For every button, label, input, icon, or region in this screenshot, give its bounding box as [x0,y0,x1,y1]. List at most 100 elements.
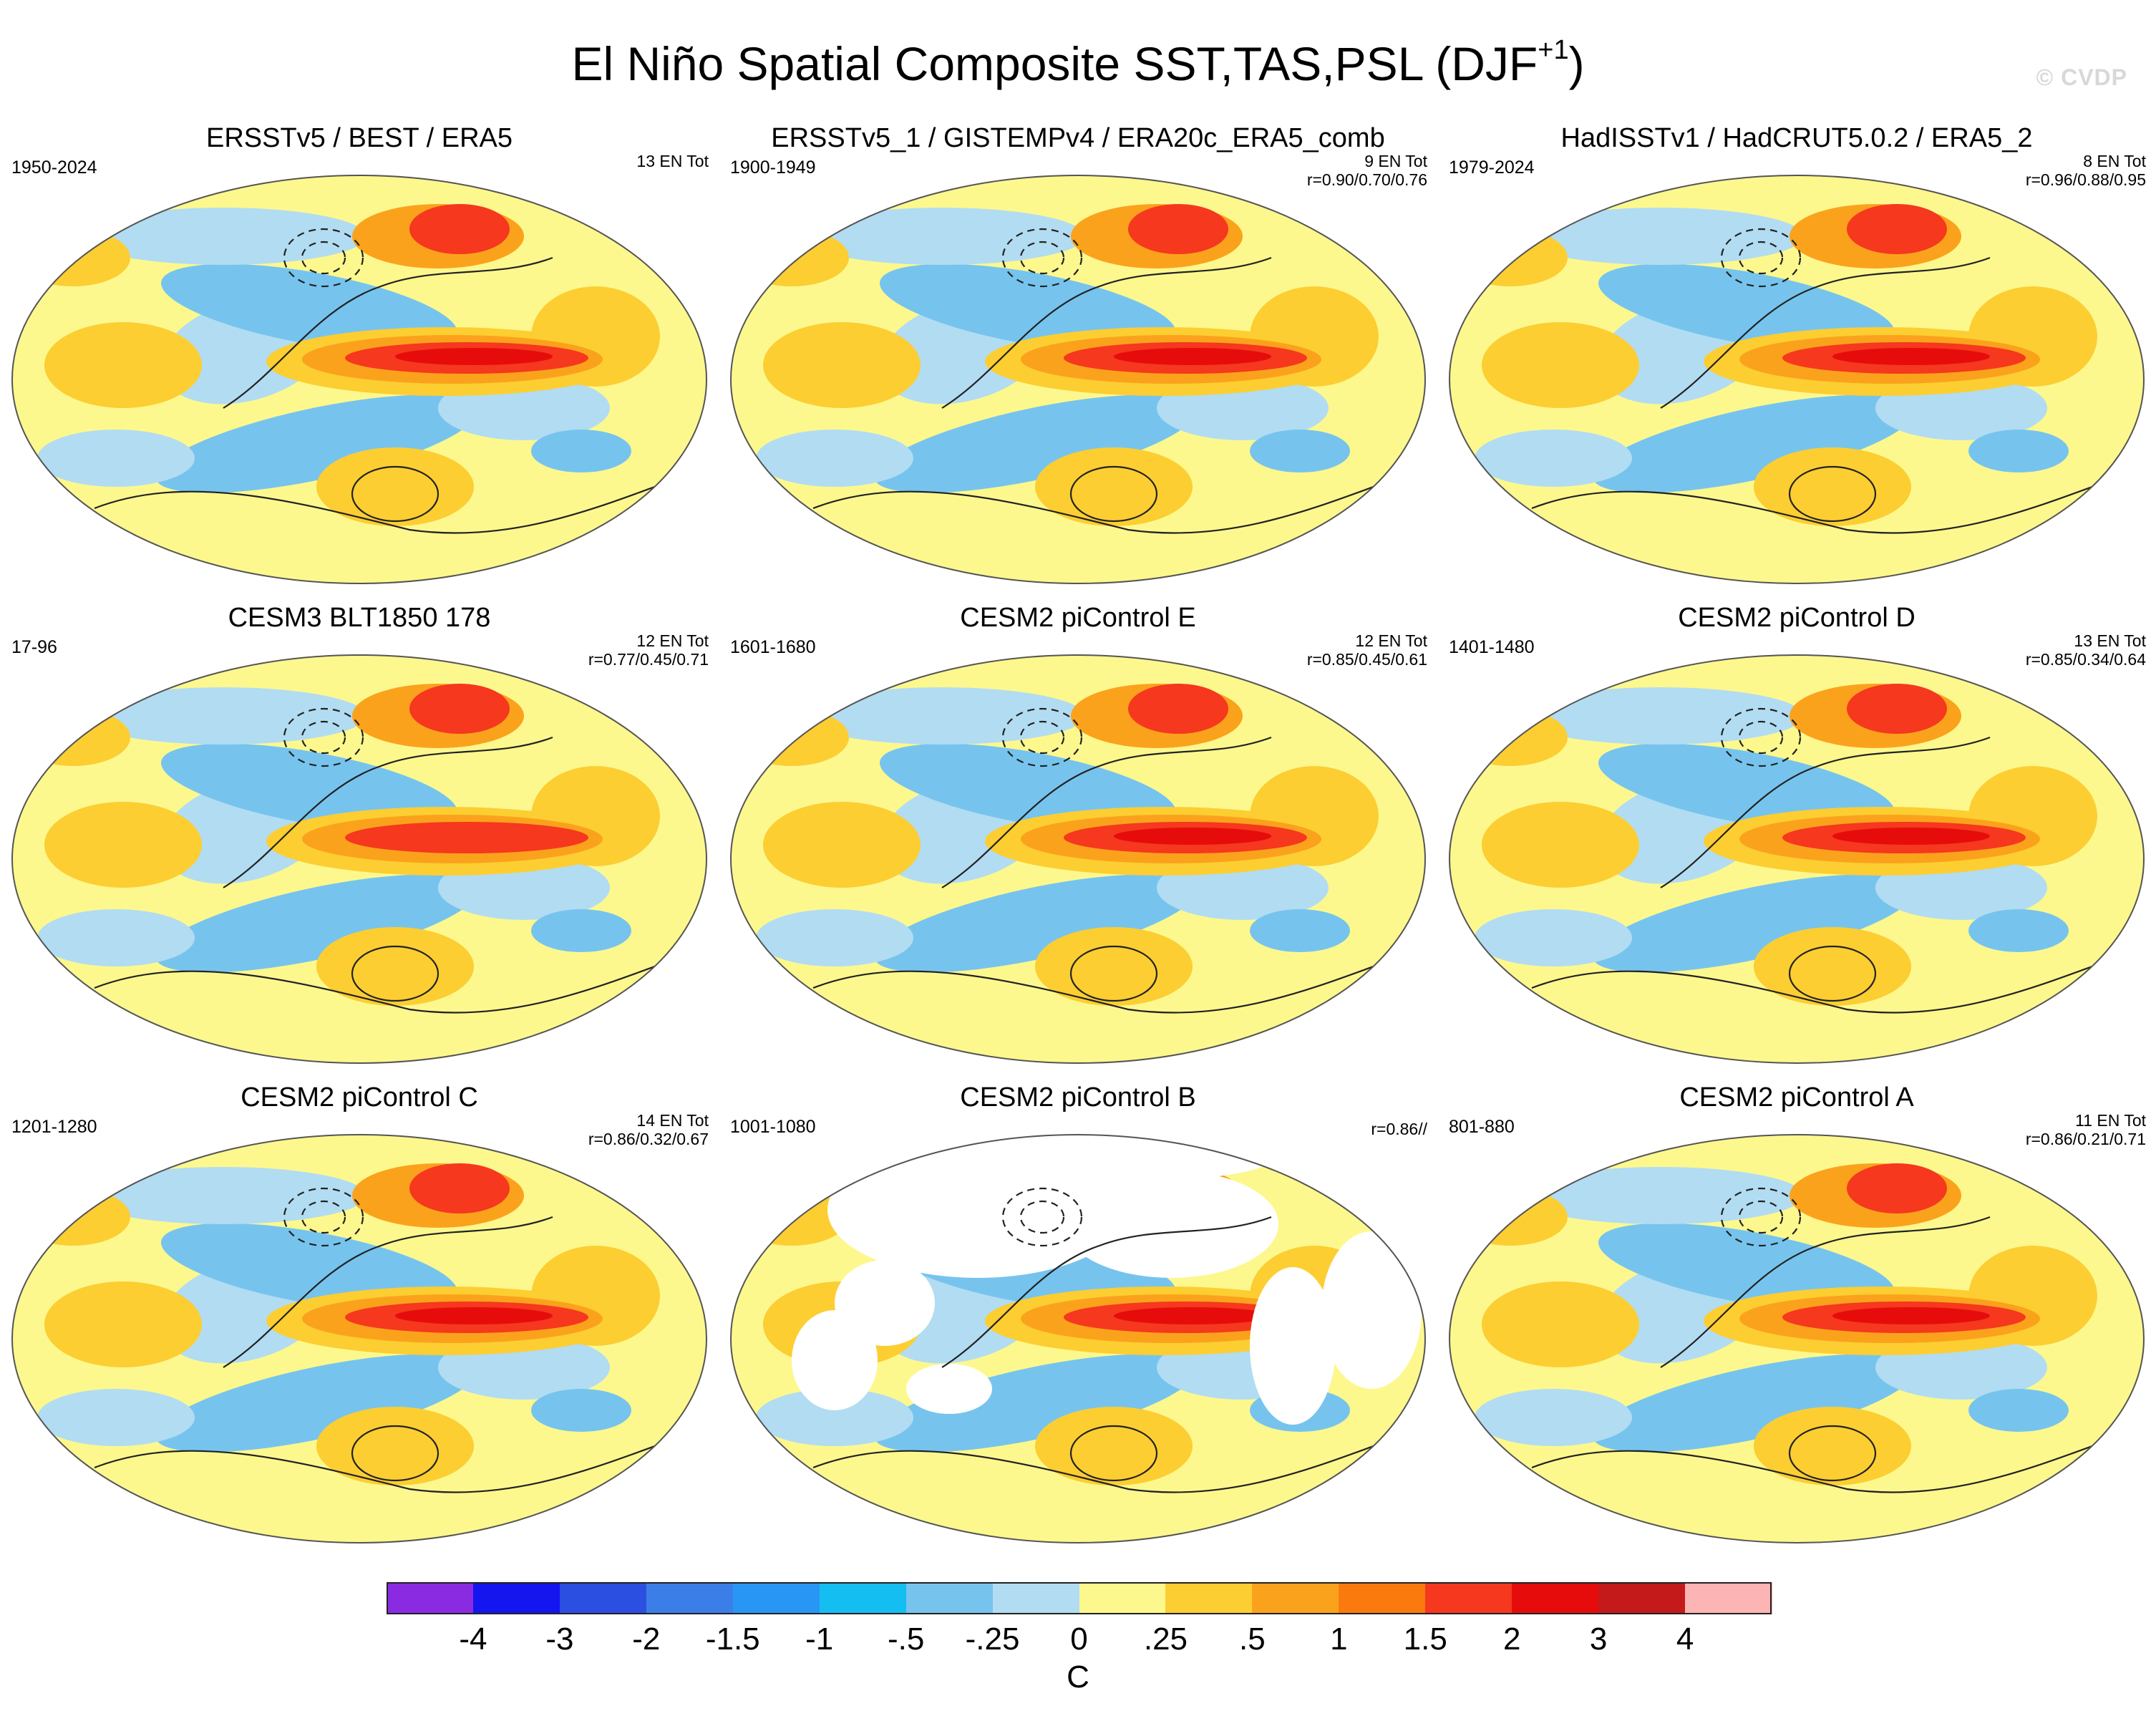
panel-period: 17-96 [11,637,57,657]
cool-anomaly-southeast-atlantic [1250,430,1350,472]
nino-tongue-peak [1832,1307,1990,1324]
colorbar-tick-label: -2 [632,1622,661,1657]
panel-pattern-correlation: r=0.86/0.32/0.67 [588,1130,709,1148]
psl-contour-negative [1001,1187,1083,1247]
cool-anomaly-eurasia [80,208,366,265]
cool-anomaly-south-pacific [1592,1354,1915,1453]
warm-anomaly-south-pacific [1754,1407,1911,1485]
colorbar-tick-label: -1.5 [705,1622,760,1657]
figure-title-text: El Niño Spatial Composite SST,TAS,PSL (D… [571,37,1538,90]
panel-event-count: 11 EN Tot [2075,1111,2146,1130]
psl-contour-positive [1069,945,1158,1002]
psl-contour-negative [1019,241,1065,275]
panel-title: CESM3 BLT1850 178 [228,603,491,633]
psl-contour-zero [223,736,553,888]
panel-period: 1950-2024 [11,157,97,178]
colorbar-tick-label: 4 [1676,1622,1694,1657]
psl-contour-positive [1788,1425,1877,1482]
robinson-map [1449,654,2145,1064]
colorbar-swatch [387,1582,474,1614]
cool-anomaly-south-pacific [1592,874,1915,973]
warm-anomaly-indian-ocean [1482,802,1639,888]
map-outline [1449,654,2145,1064]
warm-anomaly-north-eurasia [1453,709,1568,766]
warm-anomaly-indian-ocean [44,322,202,408]
map-panel: ERSSTv5_1 / GISTEMPv4 / ERA20c_ERA5_comb… [719,115,1437,587]
warm-anomaly-canada [1847,684,1947,734]
psl-contour-negative [1720,707,1802,767]
panel-title: HadISSTv1 / HadCRUT5.0.2 / ERA5_2 [1560,123,2033,153]
cool-anomaly-south-pacific [155,394,478,493]
panel-pattern-correlation: r=0.85/0.34/0.64 [2025,650,2146,669]
panel-event-count: 14 EN Tot [636,1111,709,1130]
cool-anomaly-eurasia [799,208,1085,265]
colorbar-border [387,1582,1772,1614]
map-panel: ERSSTv5 / BEST / ERA5 1950-2024 13 EN Tot [0,115,719,587]
cool-anomaly-indian-south [1475,1389,1632,1446]
map-outline [11,175,707,584]
land-mask [906,1364,992,1414]
warm-anomaly-south-pacific [316,447,474,526]
warm-anomaly-south-pacific [1035,1407,1193,1485]
panel-period: 1601-1680 [730,637,816,657]
panel-pattern-correlation: r=0.86/0.21/0.71 [2025,1130,2146,1148]
colorbar-swatch [646,1582,734,1614]
warm-anomaly-indian-ocean [44,1281,202,1367]
map-panel: CESM3 BLT1850 178 17-96 12 EN Tot r=0.77/0.… [0,594,719,1067]
warm-anomaly-north-eurasia [1453,229,1568,286]
colorbar [387,1582,1772,1614]
colorbar-tick-label: 1 [1330,1622,1348,1657]
map-panel: CESM2 piControl C 1201-1280 14 EN Tot r=0.8… [0,1074,719,1546]
psl-contour-positive [351,945,440,1002]
warm-anomaly-south-pacific [1035,927,1193,1006]
panel-title: CESM2 piControl A [1679,1082,1914,1113]
cool-anomaly-eurasia [80,687,366,745]
warm-anomaly-canada [1128,684,1228,734]
cool-anomaly-indian-south [37,909,195,966]
cool-anomaly-indian-south [756,1389,913,1446]
panel-period: 1900-1949 [730,157,816,178]
panel-pattern-correlation: r=0.86// [1371,1120,1427,1138]
map-outline [1449,175,2145,584]
panel-title: ERSSTv5 / BEST / ERA5 [205,123,513,153]
warm-anomaly-canada [1128,204,1228,254]
figure-title-superscript: +1 [1538,35,1569,65]
cool-anomaly-south-pacific [155,874,478,973]
panel-period: 801-880 [1449,1117,1515,1137]
psl-contour-negative [1001,228,1083,288]
cool-anomaly-southeast-atlantic [1968,1389,2069,1432]
warm-anomaly-canada [409,1163,510,1213]
panel-event-count: 9 EN Tot [1364,152,1427,170]
warm-anomaly-south-pacific [316,1407,474,1485]
psl-contour-negative [1019,720,1065,755]
warm-anomaly-indian-ocean [763,802,921,888]
robinson-map [730,175,1426,584]
panel-pattern-correlation: r=0.85/0.45/0.61 [1306,650,1427,669]
nino-tongue-peak [1114,1307,1271,1324]
map-outline [730,654,1426,1064]
psl-contour-zero [812,1438,1394,1493]
colorbar-swatch [819,1582,907,1614]
warm-anomaly-canada [1847,204,1947,254]
panel-event-count: 12 EN Tot [636,631,709,650]
colorbar-swatch [1512,1582,1599,1614]
robinson-map [1449,1134,2145,1543]
colorbar-swatch [992,1582,1079,1614]
colorbar-tick-label: -3 [545,1622,574,1657]
colorbar-tick-label: 3 [1589,1622,1608,1657]
cool-anomaly-indian-south [1475,909,1632,966]
colorbar-swatch [1685,1582,1772,1614]
cool-anomaly-southeast-atlantic [531,1389,631,1432]
land-mask [1064,1170,1278,1278]
colorbar-swatch [559,1582,647,1614]
psl-contour-zero [223,1216,553,1368]
panel-title: ERSSTv5_1 / GISTEMPv4 / ERA20c_ERA5_comb [771,123,1385,153]
colorbar-swatch [1252,1582,1339,1614]
warm-anomaly-indian-ocean [1482,1281,1639,1367]
cool-anomaly-south-pacific [873,394,1197,493]
warm-anomaly-canada [409,204,510,254]
colorbar-tick-label: -.5 [887,1622,925,1657]
map-outline [11,654,707,1064]
warm-anomaly-north-eurasia [1453,1188,1568,1246]
colorbar-swatch [1079,1582,1166,1614]
